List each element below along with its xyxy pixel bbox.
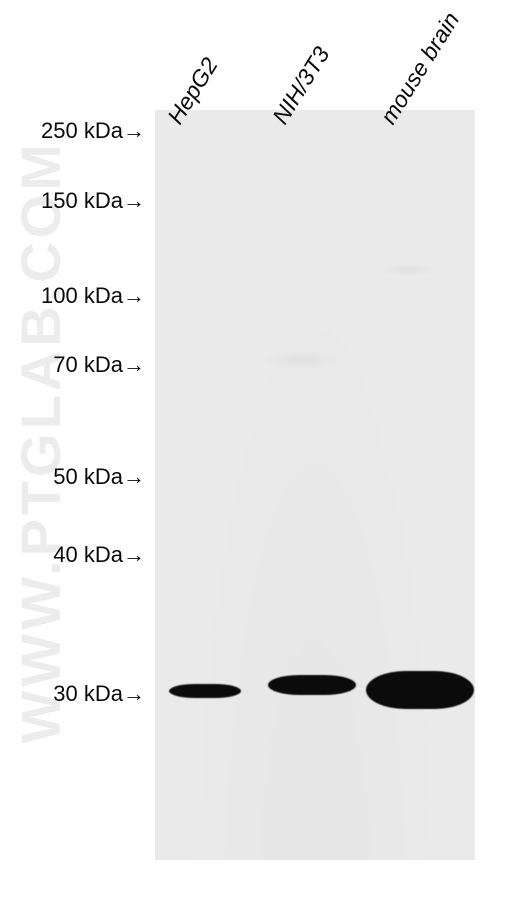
watermark-text: WWW.PTGLAB.COM bbox=[8, 140, 73, 743]
protein-band bbox=[268, 675, 356, 695]
mw-marker-row: 40 kDa→ bbox=[0, 542, 160, 568]
protein-band bbox=[366, 671, 474, 709]
protein-band bbox=[169, 684, 241, 698]
mw-marker-row: 150 kDa→ bbox=[0, 188, 160, 214]
arrow-right-icon: → bbox=[123, 354, 145, 376]
mw-marker-label: 40 kDa bbox=[0, 542, 125, 568]
mw-marker-label: 150 kDa bbox=[0, 188, 125, 214]
mw-marker-label: 250 kDa bbox=[0, 118, 125, 144]
arrow-right-icon: → bbox=[123, 466, 145, 488]
arrow-right-icon: → bbox=[123, 120, 145, 142]
mw-marker-row: 70 kDa→ bbox=[0, 352, 160, 378]
mw-marker-row: 30 kDa→ bbox=[0, 681, 160, 707]
western-blot-membrane bbox=[155, 110, 475, 860]
mw-marker-label: 100 kDa bbox=[0, 283, 125, 309]
arrow-right-icon: → bbox=[123, 190, 145, 212]
mw-marker-label: 50 kDa bbox=[0, 464, 125, 490]
figure-canvas: WWW.PTGLAB.COM HepG2NIH/3T3mouse brain 2… bbox=[0, 0, 530, 903]
arrow-right-icon: → bbox=[123, 683, 145, 705]
arrow-right-icon: → bbox=[123, 285, 145, 307]
mw-marker-label: 70 kDa bbox=[0, 352, 125, 378]
mw-marker-row: 50 kDa→ bbox=[0, 464, 160, 490]
mw-marker-row: 250 kDa→ bbox=[0, 118, 160, 144]
mw-marker-row: 100 kDa→ bbox=[0, 283, 160, 309]
mw-marker-label: 30 kDa bbox=[0, 681, 125, 707]
arrow-right-icon: → bbox=[123, 544, 145, 566]
